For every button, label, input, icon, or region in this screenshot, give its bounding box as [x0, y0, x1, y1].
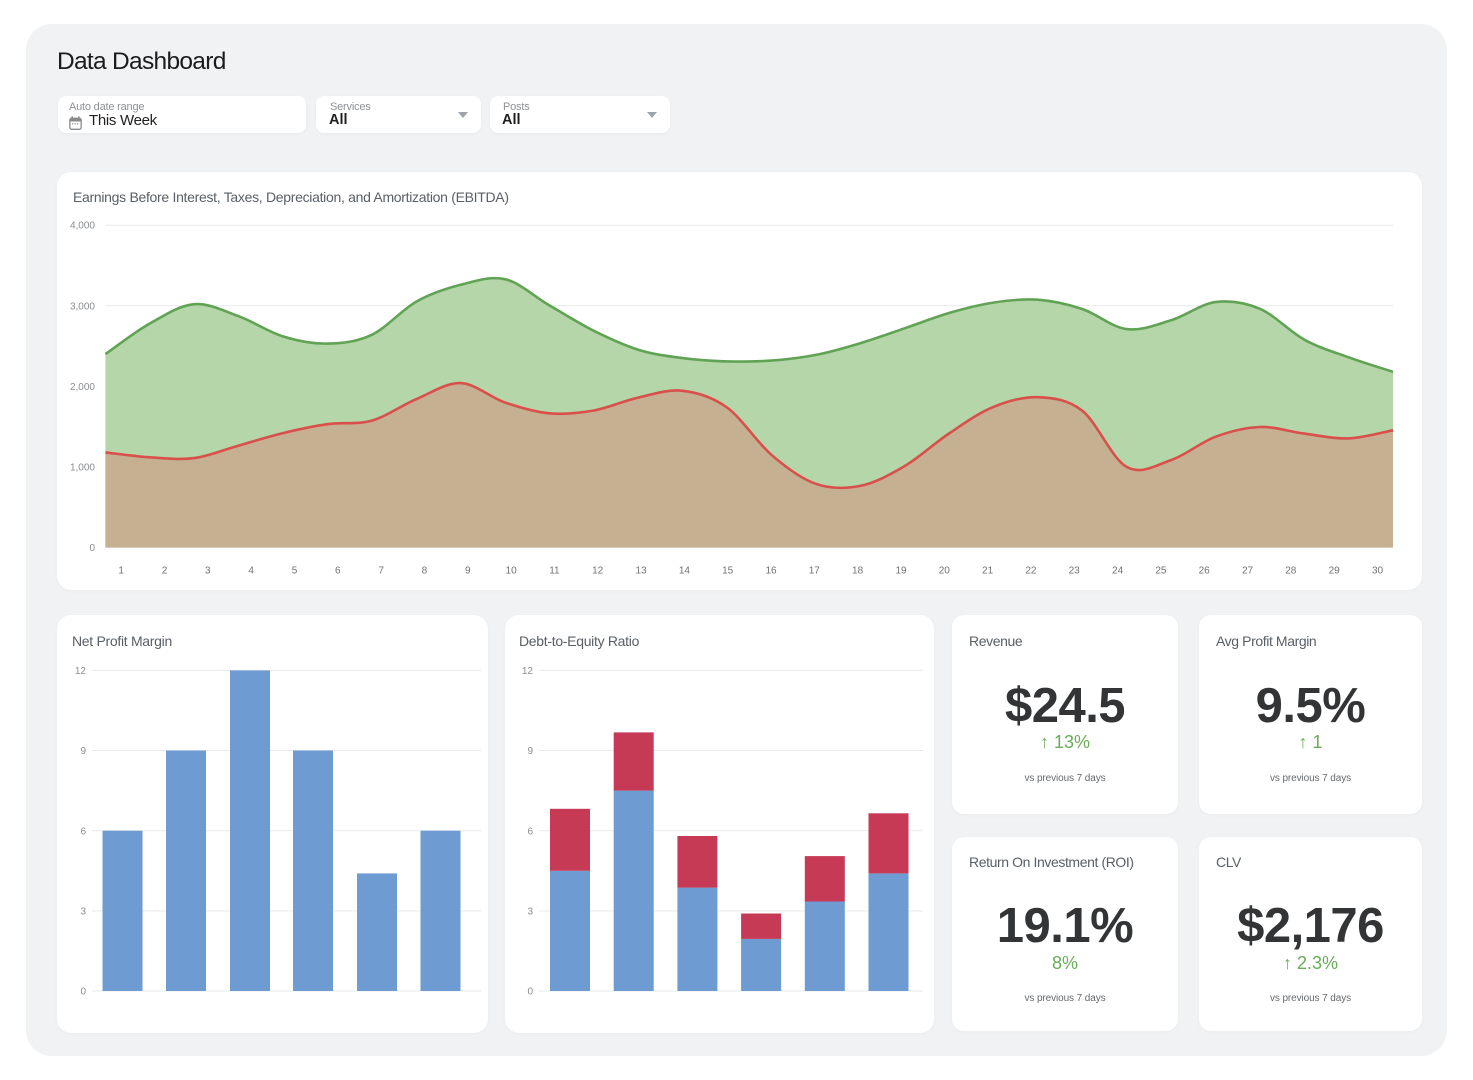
- svg-text:26: 26: [1199, 566, 1211, 577]
- svg-text:27: 27: [1242, 566, 1254, 577]
- svg-text:9: 9: [527, 746, 533, 757]
- svg-text:19: 19: [895, 566, 907, 577]
- svg-text:6: 6: [527, 826, 533, 837]
- svg-text:3: 3: [80, 907, 86, 918]
- svg-text:0: 0: [80, 987, 86, 998]
- svg-text:8: 8: [422, 566, 428, 577]
- svg-text:2,000: 2,000: [70, 382, 95, 393]
- svg-text:12: 12: [592, 566, 604, 577]
- svg-text:2: 2: [162, 566, 168, 577]
- svg-text:Earnings Before Interest, Taxe: Earnings Before Interest, Taxes, Depreci…: [73, 189, 509, 205]
- svg-text:3: 3: [527, 907, 533, 918]
- svg-text:21: 21: [982, 566, 994, 577]
- svg-text:15: 15: [722, 566, 734, 577]
- svg-text:12: 12: [75, 666, 87, 677]
- svg-text:11: 11: [549, 566, 560, 577]
- svg-text:28: 28: [1285, 566, 1297, 577]
- svg-text:20: 20: [939, 566, 951, 577]
- svg-text:4: 4: [248, 566, 254, 577]
- svg-text:14: 14: [679, 566, 691, 577]
- svg-text:25: 25: [1155, 566, 1167, 577]
- svg-text:Debt-to-Equity Ratio: Debt-to-Equity Ratio: [519, 633, 640, 649]
- svg-text:22: 22: [1025, 566, 1037, 577]
- svg-text:6: 6: [80, 826, 86, 837]
- svg-text:3,000: 3,000: [70, 301, 95, 312]
- svg-text:0: 0: [89, 543, 95, 554]
- svg-text:1: 1: [118, 566, 124, 577]
- svg-text:10: 10: [506, 566, 518, 577]
- svg-text:30: 30: [1372, 566, 1384, 577]
- svg-text:17: 17: [809, 566, 821, 577]
- svg-text:7: 7: [378, 566, 384, 577]
- svg-text:9: 9: [465, 566, 471, 577]
- svg-text:29: 29: [1329, 566, 1341, 577]
- svg-text:16: 16: [765, 566, 777, 577]
- svg-text:23: 23: [1069, 566, 1081, 577]
- svg-text:24: 24: [1112, 566, 1124, 577]
- svg-text:9: 9: [80, 746, 86, 757]
- svg-text:0: 0: [527, 987, 533, 998]
- svg-text:1,000: 1,000: [70, 463, 95, 474]
- svg-text:13: 13: [635, 566, 647, 577]
- svg-text:12: 12: [522, 666, 534, 677]
- svg-text:4,000: 4,000: [70, 221, 95, 232]
- svg-text:6: 6: [335, 566, 341, 577]
- svg-text:3: 3: [205, 566, 211, 577]
- svg-text:Net Profit Margin: Net Profit Margin: [72, 633, 172, 649]
- svg-text:5: 5: [292, 566, 298, 577]
- svg-text:18: 18: [852, 566, 864, 577]
